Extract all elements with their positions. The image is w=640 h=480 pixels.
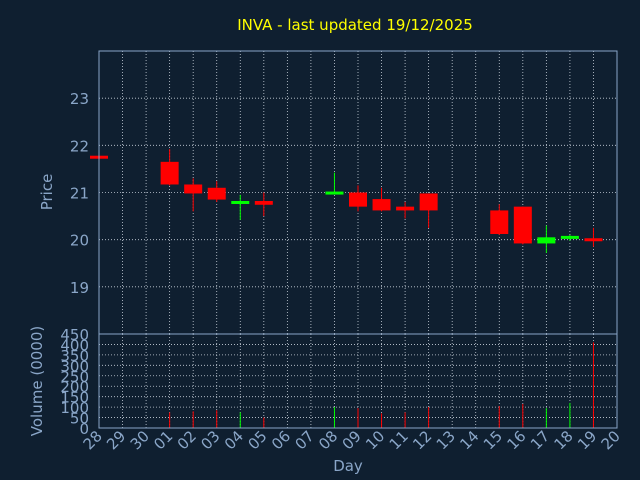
x-tick-label: 05	[244, 427, 270, 453]
candle-body	[490, 210, 509, 235]
x-tick-label: 06	[268, 427, 294, 453]
x-tick-labels: 2829300102030405060708091011121314151617…	[80, 427, 624, 453]
price-tick-label: 19	[70, 279, 89, 297]
volume-tick-label: 100	[60, 399, 89, 417]
volume-tick-label: 0	[79, 420, 89, 438]
candle-body	[560, 235, 579, 239]
candle-body	[207, 187, 226, 200]
x-tick-label: 19	[574, 427, 600, 453]
x-tick-label: 04	[221, 427, 247, 453]
volume-tick-label: 350	[60, 347, 89, 365]
candle	[372, 187, 391, 212]
volume-tick-label: 400	[60, 336, 89, 354]
candle-body	[325, 191, 344, 195]
candle	[325, 172, 344, 195]
candle	[349, 185, 367, 212]
price-tick-label: 20	[70, 232, 89, 250]
volume-tick-label: 150	[60, 389, 89, 407]
candle-body	[160, 161, 179, 185]
candle-body	[349, 192, 367, 207]
volume-axis-title: Volume (0000)	[28, 326, 46, 436]
x-axis-title: Day	[333, 457, 363, 475]
x-tick-label: 01	[150, 427, 176, 453]
x-tick-label: 30	[127, 427, 153, 453]
candle-body	[396, 206, 415, 211]
x-tick-label: 10	[362, 427, 388, 453]
x-tick-label: 16	[503, 427, 529, 453]
x-tick-label: 09	[339, 427, 365, 453]
volume-panel-frame	[98, 333, 618, 429]
candle-body	[419, 193, 438, 211]
price-tick-label: 22	[70, 137, 89, 155]
candle-body	[584, 238, 603, 242]
candle	[207, 181, 226, 202]
x-tick-label: 03	[197, 427, 223, 453]
candle-body	[254, 200, 273, 205]
chart-title: INVA - last updated 19/12/2025	[237, 16, 473, 34]
volume-series	[169, 342, 594, 428]
volume-tick-label: 200	[60, 378, 89, 396]
candle	[513, 206, 532, 245]
candle-body	[372, 199, 391, 211]
price-tick-label: 21	[70, 185, 89, 203]
x-tick-label: 07	[292, 427, 318, 453]
candle	[396, 201, 415, 219]
x-tick-label: 13	[433, 427, 459, 453]
price-tick-label: 23	[70, 90, 89, 108]
x-tick-label: 08	[315, 427, 341, 453]
candle	[490, 204, 509, 235]
candle	[537, 225, 556, 253]
candle	[231, 194, 250, 220]
candle-body	[184, 184, 203, 194]
x-tick-label: 20	[598, 427, 624, 453]
x-tick-label: 12	[409, 427, 435, 453]
candle	[560, 234, 579, 241]
candle	[419, 193, 438, 228]
candle-body	[537, 237, 556, 244]
candle	[184, 178, 203, 212]
candle	[584, 227, 603, 247]
x-tick-label: 29	[103, 427, 129, 453]
price-axis-title: Price	[38, 174, 56, 211]
x-tick-label: 15	[480, 427, 506, 453]
x-tick-label: 02	[174, 427, 200, 453]
x-tick-label: 11	[386, 427, 412, 453]
candle	[254, 192, 273, 217]
price-tick-labels: 19 20 21 22 23	[70, 90, 89, 297]
volume-tick-label: 300	[60, 357, 89, 375]
volume-tick-label: 450	[60, 326, 89, 344]
candle-body	[231, 200, 250, 204]
candle-body	[513, 206, 532, 244]
volume-tick-label: 50	[70, 410, 89, 428]
x-tick-label: 17	[527, 427, 553, 453]
candlestick-series	[90, 149, 603, 253]
x-tick-label: 18	[551, 427, 577, 453]
x-tick-label: 14	[456, 427, 482, 453]
candle	[160, 149, 179, 186]
volume-tick-label: 250	[60, 368, 89, 386]
